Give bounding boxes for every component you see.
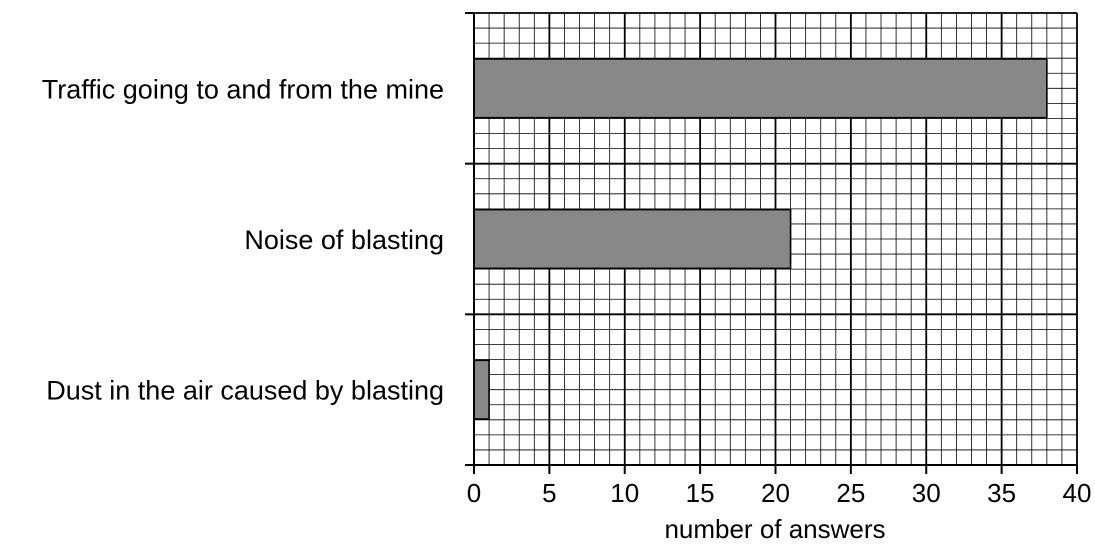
bar	[473, 359, 490, 420]
x-axis-label: number of answers	[664, 514, 885, 544]
bar	[473, 208, 792, 270]
category-label: Noise of blasting	[244, 225, 444, 255]
x-tick-label: 25	[836, 478, 865, 508]
x-tick-label: 10	[610, 478, 639, 508]
x-tick-label: 5	[542, 478, 556, 508]
bars	[473, 58, 1048, 420]
x-tick-label: 30	[912, 478, 941, 508]
x-tick-label: 40	[1063, 478, 1092, 508]
category-label: Traffic going to and from the mine	[42, 74, 444, 104]
x-tick-label: 20	[761, 478, 790, 508]
x-tick-label: 35	[987, 478, 1016, 508]
category-label: Dust in the air caused by blasting	[46, 376, 444, 406]
value-axis: 0 5 10 15 20 25 30 35 40	[465, 12, 1092, 508]
x-tick-label: 15	[686, 478, 715, 508]
category-labels: Traffic going to and from the mine Noise …	[42, 74, 444, 405]
bar	[473, 58, 1048, 119]
x-tick-label: 0	[467, 478, 481, 508]
